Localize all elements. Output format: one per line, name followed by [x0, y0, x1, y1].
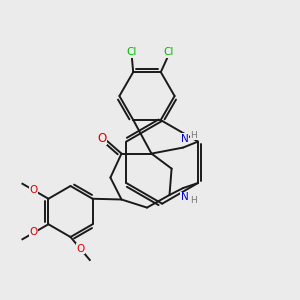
Text: O: O: [29, 226, 38, 237]
Text: O: O: [76, 244, 85, 254]
Text: H: H: [190, 130, 197, 140]
Text: H: H: [190, 196, 197, 205]
Text: O: O: [97, 131, 106, 145]
Text: Cl: Cl: [127, 47, 137, 57]
Text: Cl: Cl: [163, 47, 173, 57]
Text: N: N: [181, 134, 188, 144]
Text: N: N: [181, 192, 188, 202]
Text: O: O: [29, 184, 38, 195]
